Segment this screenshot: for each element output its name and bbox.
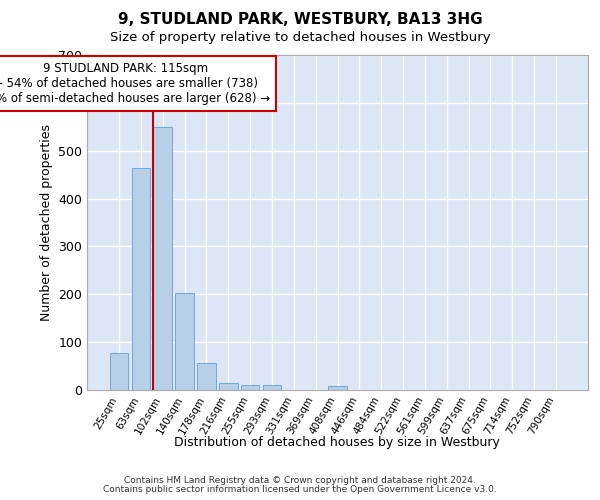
- Text: Contains public sector information licensed under the Open Government Licence v3: Contains public sector information licen…: [103, 484, 497, 494]
- Text: 9 STUDLAND PARK: 115sqm
← 54% of detached houses are smaller (738)
46% of semi-d: 9 STUDLAND PARK: 115sqm ← 54% of detache…: [0, 62, 270, 105]
- Bar: [328, 386, 347, 390]
- Text: Contains HM Land Registry data © Crown copyright and database right 2024.: Contains HM Land Registry data © Crown c…: [124, 476, 476, 485]
- Bar: [241, 385, 259, 390]
- Text: Distribution of detached houses by size in Westbury: Distribution of detached houses by size …: [174, 436, 500, 449]
- Bar: [263, 385, 281, 390]
- Bar: [175, 293, 194, 390]
- Bar: [154, 127, 172, 390]
- Y-axis label: Number of detached properties: Number of detached properties: [40, 124, 53, 321]
- Bar: [197, 362, 216, 390]
- Bar: [131, 168, 150, 390]
- Bar: [219, 383, 238, 390]
- Text: Size of property relative to detached houses in Westbury: Size of property relative to detached ho…: [110, 31, 490, 44]
- Text: 9, STUDLAND PARK, WESTBURY, BA13 3HG: 9, STUDLAND PARK, WESTBURY, BA13 3HG: [118, 12, 482, 28]
- Bar: [110, 352, 128, 390]
